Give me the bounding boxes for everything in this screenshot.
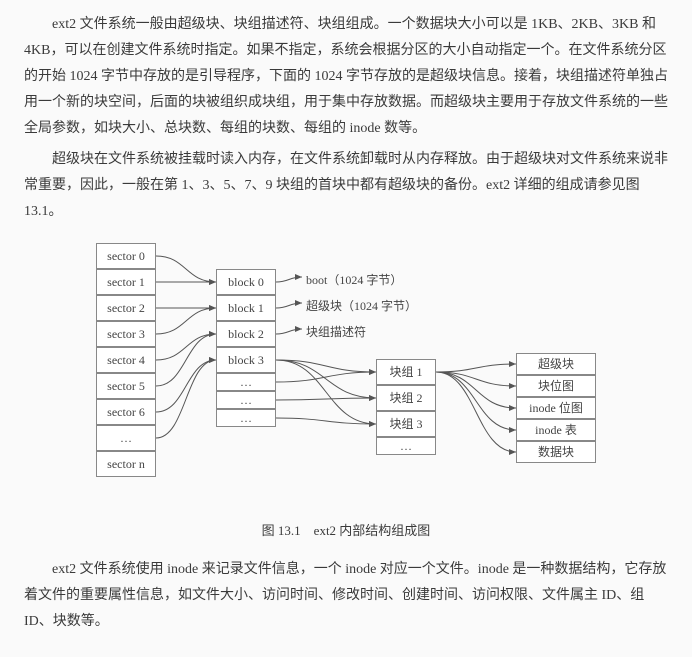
block-cell: block 0 — [216, 269, 276, 295]
group-cell: 块组 2 — [376, 385, 436, 411]
sector-cell: sector 3 — [96, 321, 156, 347]
paragraph-1: ext2 文件系统一般由超级块、块组描述符、块组组成。一个数据块大小可以是 1K… — [24, 12, 668, 141]
group-cell: 块组 3 — [376, 411, 436, 437]
block-label: boot（1024 字节） — [306, 269, 402, 291]
paragraph-2: 超级块在文件系统被挂载时读入内存，在文件系统卸载时从内存释放。由于超级块对文件系… — [24, 147, 668, 225]
block-cell: block 1 — [216, 295, 276, 321]
block-label: 超级块（1024 字节） — [306, 295, 417, 317]
ext2-structure-diagram: sector 0sector 1sector 2sector 3sector 4… — [56, 233, 636, 513]
block-cell: block 2 — [216, 321, 276, 347]
paragraph-3: ext2 文件系统使用 inode 来记录文件信息，一个 inode 对应一个文… — [24, 557, 668, 635]
block-cell: … — [216, 409, 276, 427]
sector-cell: sector 1 — [96, 269, 156, 295]
figure-caption: 图 13.1 ext2 内部结构组成图 — [24, 519, 668, 543]
group-cell: … — [376, 437, 436, 455]
sector-cell: sector 0 — [96, 243, 156, 269]
sector-cell: sector 5 — [96, 373, 156, 399]
detail-cell: inode 位图 — [516, 397, 596, 419]
detail-cell: 数据块 — [516, 441, 596, 463]
detail-cell: 块位图 — [516, 375, 596, 397]
block-label: 块组描述符 — [306, 321, 366, 343]
detail-cell: inode 表 — [516, 419, 596, 441]
sector-cell: sector 4 — [96, 347, 156, 373]
sector-cell: … — [96, 425, 156, 451]
block-cell: block 3 — [216, 347, 276, 373]
sector-cell: sector 6 — [96, 399, 156, 425]
group-cell: 块组 1 — [376, 359, 436, 385]
sector-cell: sector n — [96, 451, 156, 477]
detail-cell: 超级块 — [516, 353, 596, 375]
sector-cell: sector 2 — [96, 295, 156, 321]
